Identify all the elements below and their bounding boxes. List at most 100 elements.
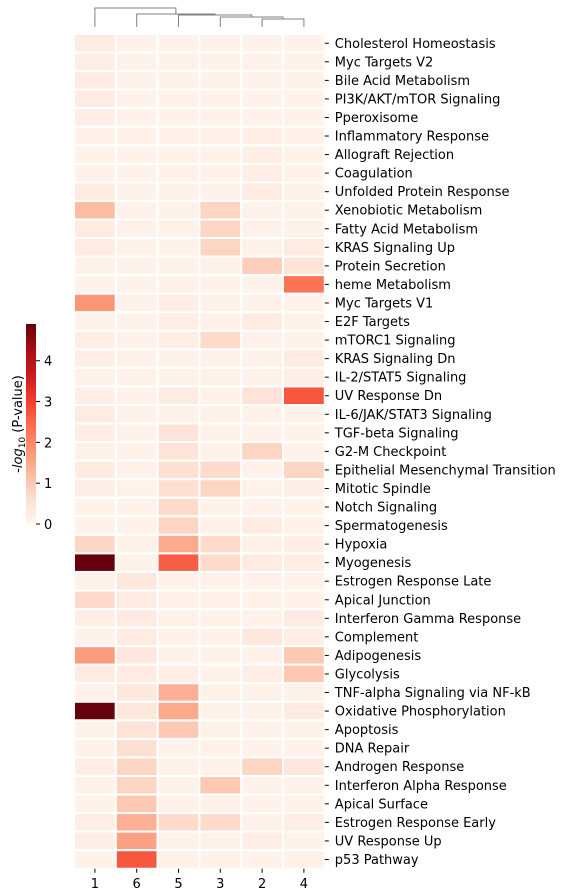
heatmap-cell <box>156 719 201 740</box>
heatmap-cell <box>156 589 201 611</box>
heatmap-cell <box>73 385 117 407</box>
row-label: Epithelial Mesenchymal Transition <box>335 463 556 478</box>
colorbar-gradient <box>26 324 36 524</box>
heatmap-cell <box>73 645 117 666</box>
heatmap-cell <box>156 441 201 462</box>
row-label: DNA Repair <box>335 742 410 757</box>
heatmap-cell <box>282 793 326 815</box>
heatmap-cell <box>73 515 117 536</box>
heatmap-cell <box>73 830 117 852</box>
heatmap-cell <box>282 700 326 722</box>
dendrogram-link <box>94 7 177 27</box>
row-label: Adipogenesis <box>335 649 422 664</box>
heatmap-cell <box>156 793 201 815</box>
heatmap-cell <box>156 645 201 666</box>
heatmap-cell <box>240 422 284 444</box>
row-label: Notch Signaling <box>335 501 437 516</box>
column-label: 1 <box>91 877 99 890</box>
row-label: G2-M Checkpoint <box>335 445 447 460</box>
heatmap-cell <box>198 812 243 833</box>
heatmap-cell <box>198 849 243 870</box>
heatmap-cell <box>114 255 159 277</box>
heatmap-cell <box>198 51 243 73</box>
heatmap-cell <box>73 88 117 110</box>
heatmap-cell <box>114 682 159 703</box>
heatmap-cell <box>156 478 201 499</box>
heatmap-cell <box>282 385 326 407</box>
heatmap-cell <box>282 533 326 555</box>
colorbar-title: -log10 (P-value) <box>11 375 28 473</box>
heatmap-cell <box>73 812 117 833</box>
heatmap-cell <box>156 756 201 778</box>
heatmap-cell <box>156 255 201 277</box>
heatmap-cell <box>198 255 243 277</box>
heatmap-cell <box>114 404 159 425</box>
heatmap-cell <box>282 404 326 425</box>
column-label: 4 <box>300 877 308 890</box>
row-label: Glycolysis <box>335 667 400 682</box>
row-label: E2F Targets <box>335 315 410 330</box>
heatmap-cell <box>156 570 201 592</box>
heatmap-cell <box>156 663 201 685</box>
heatmap-cell <box>198 311 243 332</box>
heatmap-cell <box>114 422 159 444</box>
heatmap-cell <box>198 775 243 796</box>
heatmap-cell <box>73 756 117 778</box>
heatmap-cell <box>240 329 284 351</box>
heatmap-cell <box>73 162 117 184</box>
heatmap-cell <box>73 552 117 573</box>
colorbar-tick-label: 2 <box>44 436 52 451</box>
heatmap-cell <box>240 255 284 277</box>
row-label: KRAS Signaling Up <box>335 241 455 256</box>
column-label: 3 <box>216 877 224 890</box>
heatmap-cell <box>282 645 326 666</box>
heatmap-cell <box>73 70 117 91</box>
heatmap-cell <box>114 125 159 147</box>
heatmap-cell <box>198 422 243 444</box>
heatmap-cell <box>156 70 201 91</box>
heatmap-cell <box>282 125 326 147</box>
heatmap-cell <box>240 385 284 407</box>
heatmap-cell <box>73 199 117 221</box>
heatmap-cell <box>282 626 326 648</box>
row-label: Estrogen Response Early <box>335 816 496 831</box>
heatmap-cell <box>240 645 284 666</box>
heatmap-cell <box>198 88 243 110</box>
heatmap-cell <box>198 292 243 314</box>
heatmap-cell <box>198 645 243 666</box>
heatmap-cell <box>240 737 284 759</box>
heatmap-cell <box>114 329 159 351</box>
colorbar-tick-label: 1 <box>44 477 52 492</box>
heatmap-cell <box>114 552 159 573</box>
colorbar-title-subscript: 10 <box>18 437 28 449</box>
heatmap-cell <box>114 478 159 499</box>
heatmap-cell <box>114 237 159 258</box>
heatmap-cell <box>156 533 201 555</box>
heatmap-cell <box>240 700 284 722</box>
heatmap-cell <box>198 496 243 518</box>
heatmap-cell <box>156 237 201 258</box>
row-label: Myogenesis <box>335 556 412 571</box>
heatmap-cell <box>240 107 284 128</box>
row-label: Apical Surface <box>335 797 428 812</box>
heatmap-cells <box>73 33 326 870</box>
heatmap-cell <box>240 144 284 165</box>
heatmap-cell <box>282 496 326 518</box>
row-label: Allograft Rejection <box>335 148 454 163</box>
heatmap-cell <box>114 199 159 221</box>
heatmap-cell <box>282 33 326 54</box>
heatmap-cell <box>156 162 201 184</box>
heatmap-cell <box>73 125 117 147</box>
heatmap-cell <box>156 51 201 73</box>
heatmap-cell <box>73 237 117 258</box>
heatmap-cell <box>240 478 284 499</box>
heatmap-cell <box>156 274 201 295</box>
heatmap-cell <box>198 107 243 128</box>
heatmap-cell <box>198 125 243 147</box>
heatmap-cell <box>282 255 326 277</box>
heatmap-cell <box>282 348 326 369</box>
row-label: Unfolded Protein Response <box>335 185 510 200</box>
heatmap-cell <box>156 849 201 870</box>
row-label: Hypoxia <box>335 538 388 553</box>
